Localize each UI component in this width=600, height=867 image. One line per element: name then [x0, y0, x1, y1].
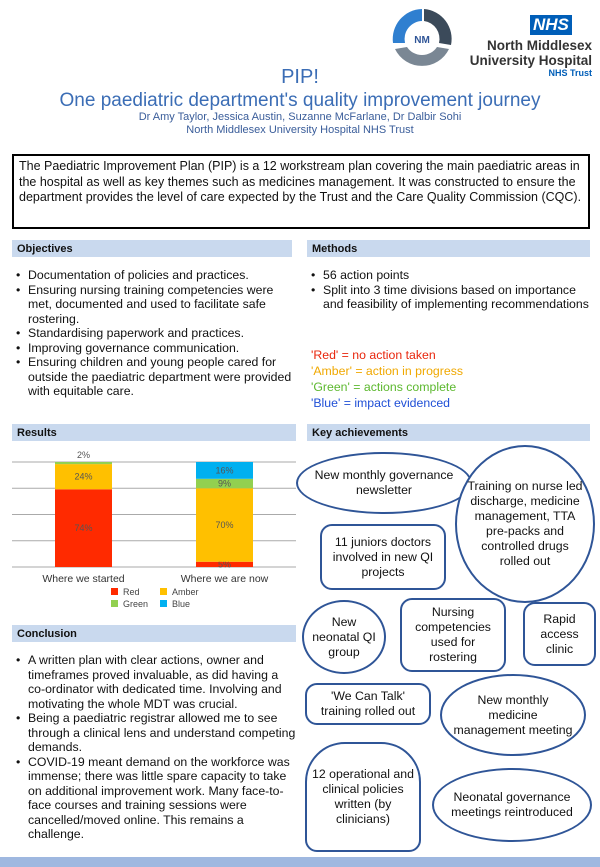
authors: Dr Amy Taylor, Jessica Austin, Suzanne M… [138, 111, 462, 123]
bar-segment-green [196, 478, 253, 489]
methods-heading: Methods [307, 240, 590, 257]
conclusion-heading: Conclusion [12, 625, 296, 642]
rag-key: 'Red' = no action taken 'Amber' = action … [311, 347, 463, 411]
conclusion-list: A written plan with clear actions, owner… [14, 653, 298, 842]
achievement-bubble: Training on nurse led discharge, medicin… [455, 445, 595, 603]
category-label: Where we are now [181, 573, 269, 585]
achievement-bubble: 11 juniors doctors involved in new QI pr… [320, 524, 446, 590]
bar-segment-blue [196, 462, 253, 479]
list-item: Split into 3 time divisions based on imp… [309, 283, 589, 312]
data-label: 74% [74, 523, 92, 533]
list-item: Ensuring nursing training competencies w… [14, 283, 299, 327]
nhs-badge: NHS [530, 15, 572, 35]
trust-name: North Middlesex University Hospital NHS … [470, 38, 592, 79]
achievement-bubble: New neonatal QI group [302, 600, 386, 674]
achievement-bubble: New monthly governance newsletter [296, 452, 472, 514]
list-item: Being a paediatric registrar allowed me … [14, 711, 298, 755]
trust-cycle-logo: NM [383, 3, 461, 75]
list-item: Improving governance communication. [14, 341, 299, 356]
list-item: 56 action points [309, 268, 589, 283]
legend-label: Amber [172, 587, 199, 597]
rag-key-item: 'Green' = actions complete [311, 380, 457, 394]
data-label: 16% [215, 465, 233, 475]
legend-swatch [160, 588, 167, 595]
data-label: 9% [218, 479, 231, 489]
bar-segment-amber [55, 464, 112, 490]
logo-center-text: NM [414, 35, 430, 46]
objectives-heading: Objectives [12, 240, 292, 257]
data-label: 70% [215, 520, 233, 530]
list-item: Standardising paperwork and practices. [14, 326, 299, 341]
rag-key-item: 'Red' = no action taken [311, 348, 436, 362]
achievement-bubble: 12 operational and clinical policies wri… [305, 742, 421, 852]
poster-subtitle: One paediatric department's quality impr… [59, 90, 541, 111]
affiliation: North Middlesex University Hospital NHS … [186, 124, 414, 136]
trust-name-line2: University Hospital [469, 53, 592, 68]
category-label: Where we started [42, 573, 124, 585]
legend-swatch [111, 600, 118, 607]
objectives-list: Documentation of policies and practices.… [14, 268, 299, 399]
achievement-bubble: New monthly medicine management meeting [440, 674, 586, 756]
list-item: Documentation of policies and practices. [14, 268, 299, 283]
bar-segment-red [55, 489, 112, 567]
legend-label: Red [123, 587, 140, 597]
legend-swatch [160, 600, 167, 607]
data-label: 2% [77, 450, 90, 460]
rag-key-item: 'Blue' = impact evidenced [311, 396, 451, 410]
achievement-bubble: Rapid access clinic [523, 602, 596, 666]
methods-list: 56 action points Split into 3 time divis… [309, 268, 589, 312]
achievement-bubble: 'We Can Talk' training rolled out [305, 683, 431, 725]
data-label: 24% [74, 472, 92, 482]
list-item: Ensuring children and young people cared… [14, 355, 299, 399]
legend-label: Green [123, 599, 148, 609]
list-item: A written plan with clear actions, owner… [14, 653, 298, 711]
trust-suffix: NHS Trust [548, 68, 592, 78]
list-item: COVID-19 meant demand on the workforce w… [14, 755, 298, 842]
bar-segment-amber [196, 488, 253, 562]
bar-segment-green [55, 462, 112, 465]
results-heading: Results [12, 424, 296, 441]
achievements-heading: Key achievements [307, 424, 590, 441]
legend-label: Blue [172, 599, 190, 609]
poster-title: PIP! [281, 66, 319, 88]
achievement-bubble: Nursing competencies used for rostering [400, 598, 506, 672]
rag-key-item: 'Amber' = action in progress [311, 364, 463, 378]
results-chart: 74% 24% 2% Where we started 5% 70% 9% 16% Where … [12, 450, 296, 609]
trust-name-line1: North Middlesex [486, 38, 592, 53]
data-label: 5% [218, 559, 231, 569]
legend-swatch [111, 588, 118, 595]
achievement-bubble: Neonatal governance meetings reintroduce… [432, 768, 592, 842]
bar-segment-red [196, 561, 253, 567]
footer-bar [0, 857, 600, 867]
intro-box: The Paediatric Improvement Plan (PIP) is… [12, 154, 590, 229]
